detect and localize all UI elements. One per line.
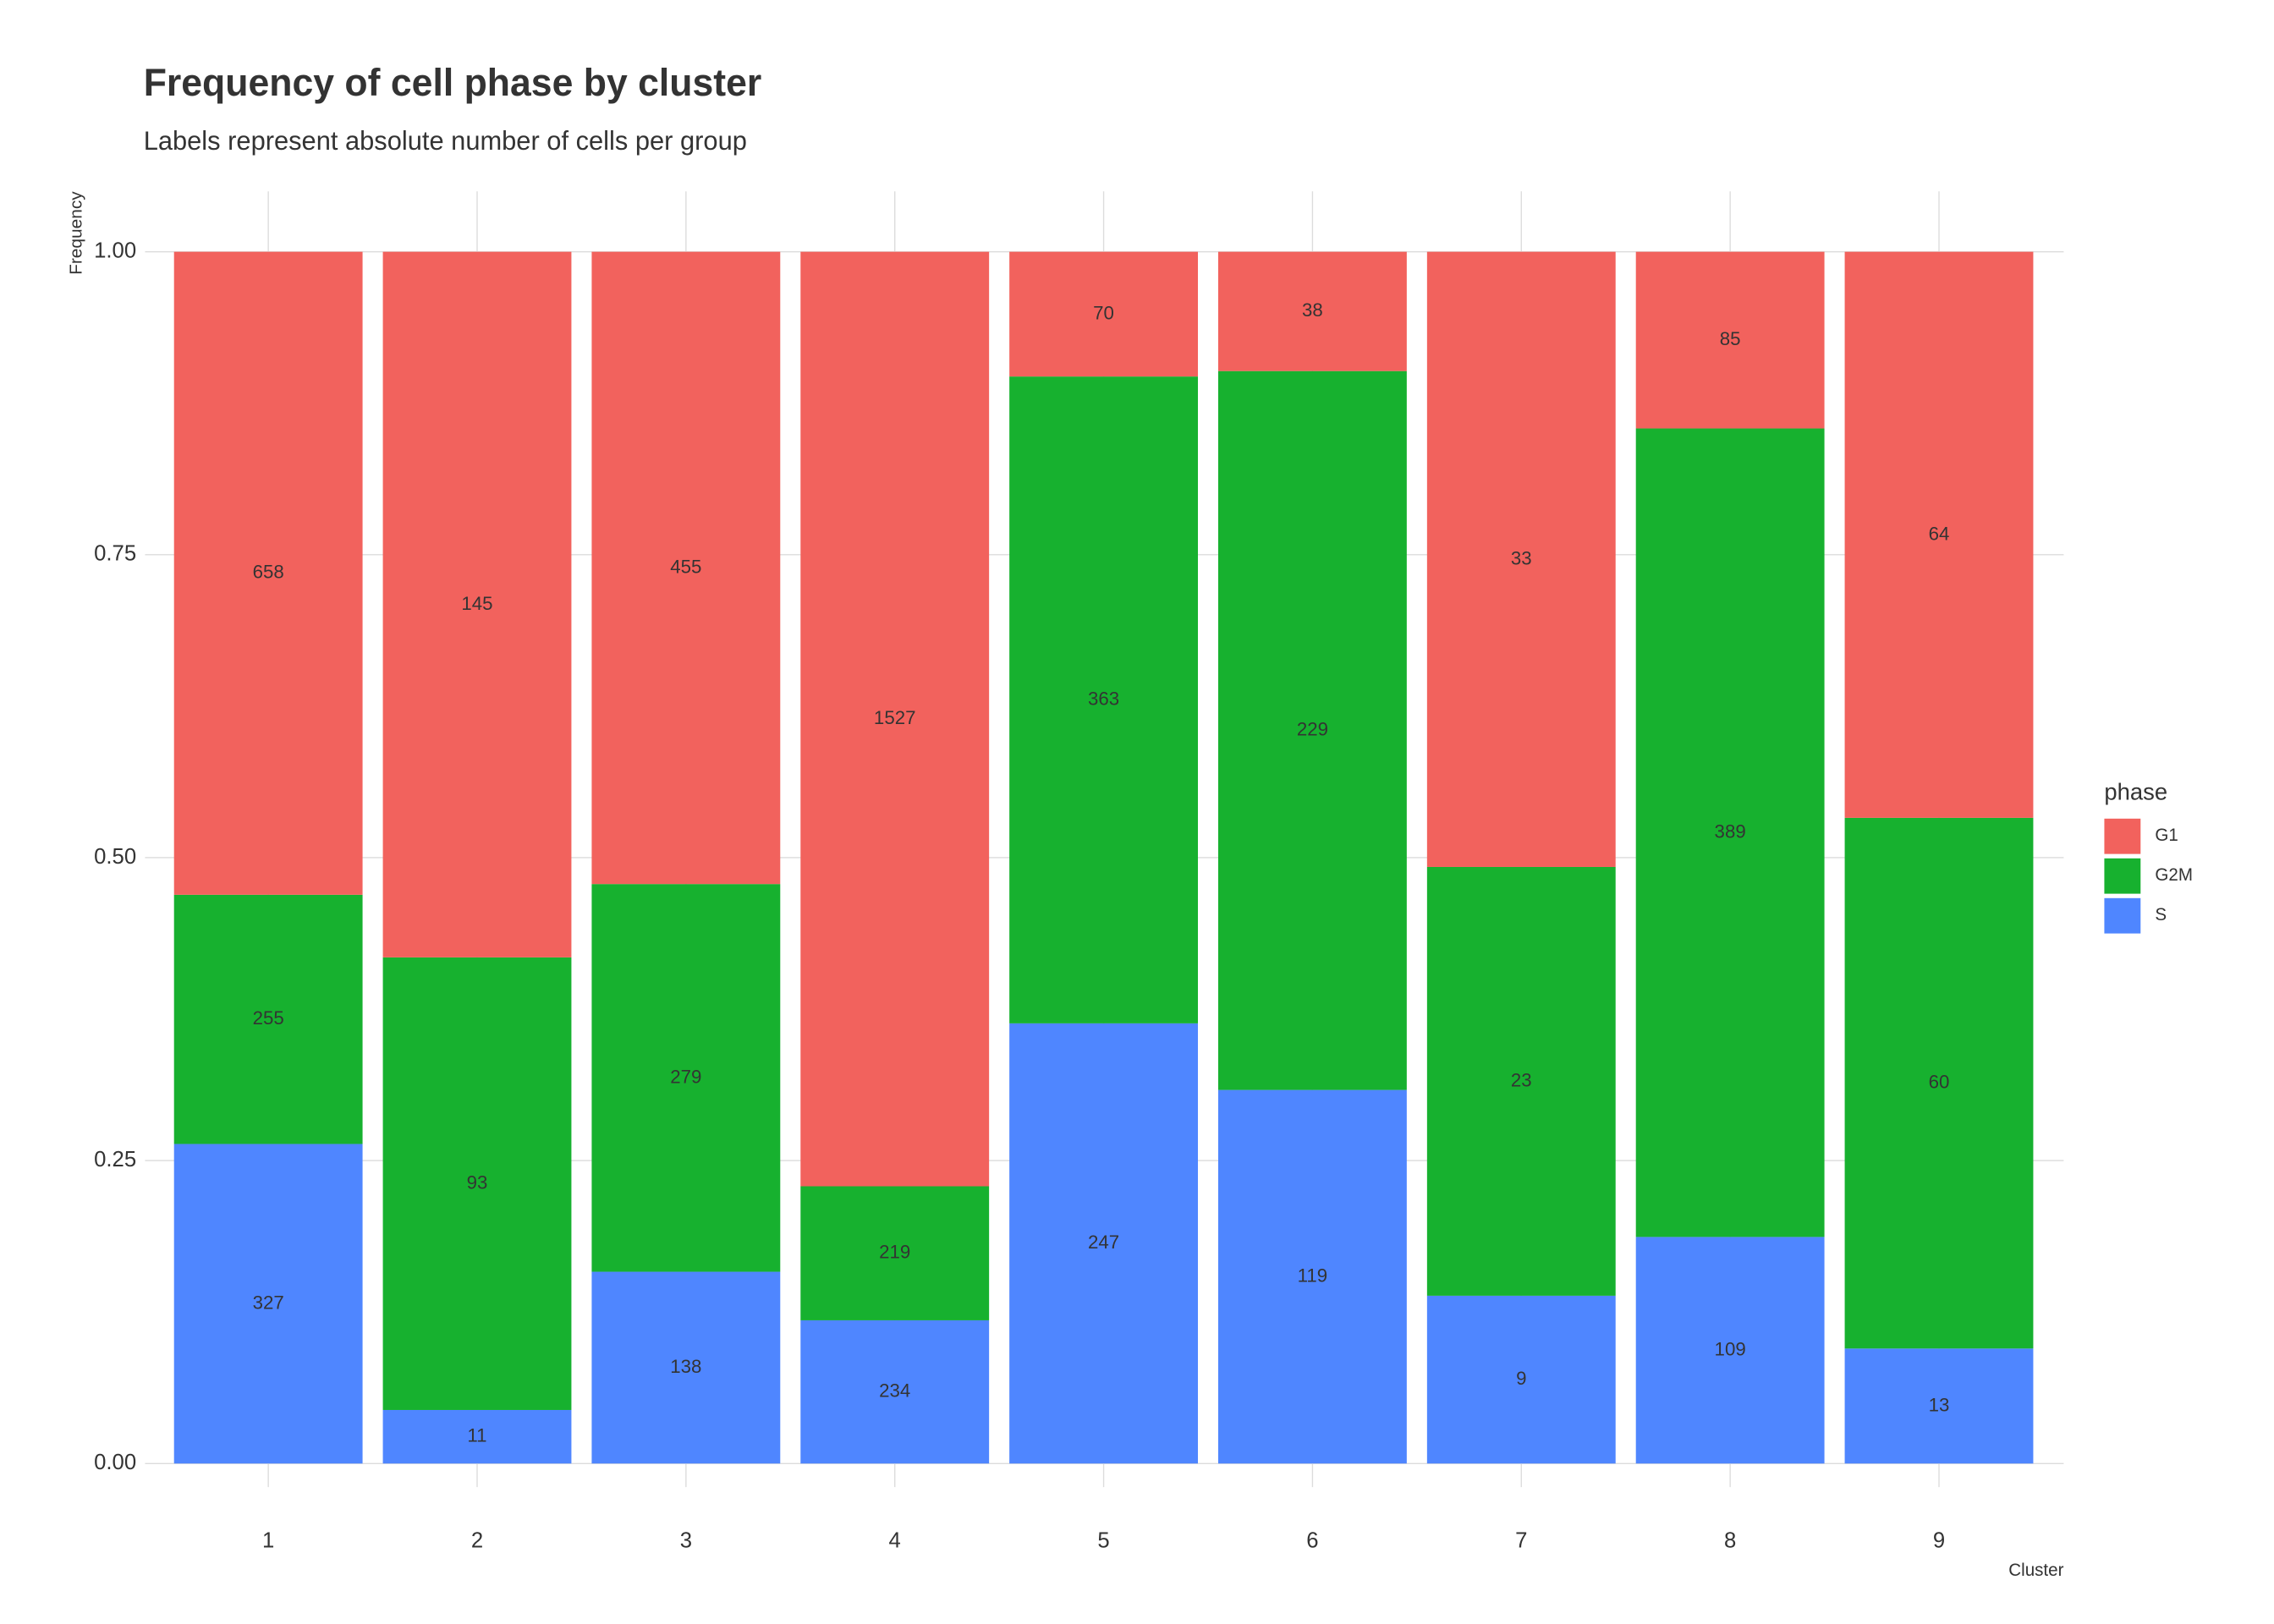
bar-segment (591, 1271, 781, 1464)
bar-segment (382, 957, 572, 1410)
bar-segment (1426, 1295, 1616, 1464)
x-tick-label: 1 (262, 1528, 274, 1552)
y-tick-label: 0.50 (94, 845, 136, 869)
bar-segment (173, 251, 363, 895)
x-tick-label: 9 (1933, 1528, 1945, 1552)
data-label: 389 (1715, 820, 1746, 842)
data-label: 255 (253, 1007, 284, 1029)
bar-segment (1009, 1023, 1198, 1464)
data-label: 138 (670, 1356, 701, 1377)
bar-segment (1635, 251, 1825, 429)
chart-title: Frequency of cell phase by cluster (144, 61, 762, 104)
data-label: 119 (1298, 1265, 1328, 1286)
bar-segment (382, 251, 572, 957)
bar-segment (382, 1409, 572, 1464)
x-axis-label: Cluster (2008, 1561, 2063, 1580)
x-tick-label: 8 (1724, 1528, 1736, 1552)
x-tick-label: 4 (889, 1528, 901, 1552)
bar-segment (1218, 370, 1407, 1090)
bar-segment (1009, 251, 1198, 377)
bar-segment (1844, 1348, 2034, 1464)
legend-swatch (2104, 818, 2141, 854)
bar-segment (173, 894, 363, 1144)
data-label: 229 (1297, 718, 1328, 739)
data-label: 23 (1511, 1069, 1532, 1090)
bar-segment (1218, 1089, 1407, 1464)
y-tick-label: 0.25 (94, 1148, 136, 1171)
legend-label: S (2155, 905, 2167, 924)
bar-segment (1635, 428, 1825, 1237)
bar-segment (1426, 866, 1616, 1296)
data-label: 658 (253, 562, 284, 583)
y-tick-label: 1.00 (94, 239, 136, 262)
bar-segment (1426, 251, 1616, 867)
legend-title: phase (2104, 778, 2167, 804)
bar-segment (1844, 251, 2034, 818)
data-label: 60 (1929, 1071, 1950, 1092)
data-label: 234 (879, 1380, 910, 1401)
bar-segment (800, 251, 990, 1187)
data-label: 11 (467, 1424, 486, 1446)
bar-segment (1218, 251, 1407, 371)
bar-segment (800, 1320, 990, 1464)
x-tick-label: 3 (680, 1528, 692, 1552)
bar-segment (800, 1186, 990, 1320)
data-label: 279 (670, 1066, 701, 1087)
data-label: 38 (1302, 299, 1323, 321)
x-tick-label: 6 (1306, 1528, 1318, 1552)
x-tick-label: 2 (471, 1528, 483, 1552)
y-tick-label: 0.75 (94, 542, 136, 566)
data-label: 109 (1715, 1338, 1746, 1359)
data-label: 33 (1511, 547, 1532, 568)
bar-segment (591, 251, 781, 885)
y-tick-label: 0.00 (94, 1451, 136, 1474)
data-label: 363 (1088, 688, 1119, 709)
x-tick-label: 7 (1515, 1528, 1527, 1552)
x-tick-label: 5 (1097, 1528, 1109, 1552)
data-label: 219 (879, 1242, 910, 1263)
legend-swatch (2104, 858, 2141, 894)
legend: G1 G2M S (2104, 818, 2193, 934)
legend-swatch (2104, 897, 2141, 934)
bar-segment (1844, 817, 2034, 1349)
data-label: 70 (1093, 302, 1114, 323)
data-label: 85 (1720, 328, 1741, 349)
data-label: 13 (1929, 1394, 1950, 1415)
labels: 0.000.250.500.751.0013272556582119314531… (94, 239, 1949, 1552)
bars (173, 251, 2034, 1464)
data-label: 247 (1088, 1232, 1119, 1253)
data-label: 64 (1929, 523, 1950, 544)
bar-segment (1635, 1237, 1825, 1464)
y-axis-label: Frequency (66, 191, 85, 275)
data-label: 1527 (874, 707, 916, 728)
bar-segment (591, 884, 781, 1272)
data-label: 327 (253, 1292, 284, 1313)
data-label: 9 (1516, 1368, 1526, 1389)
bar-segment (1009, 376, 1198, 1023)
chart-subtitle: Labels represent absolute number of cell… (144, 126, 747, 156)
data-label: 145 (461, 593, 492, 614)
data-label: 455 (670, 556, 701, 577)
bar-segment (173, 1144, 363, 1464)
legend-label: G1 (2155, 826, 2178, 845)
data-label: 93 (467, 1171, 488, 1193)
legend-label: G2M (2155, 865, 2193, 885)
